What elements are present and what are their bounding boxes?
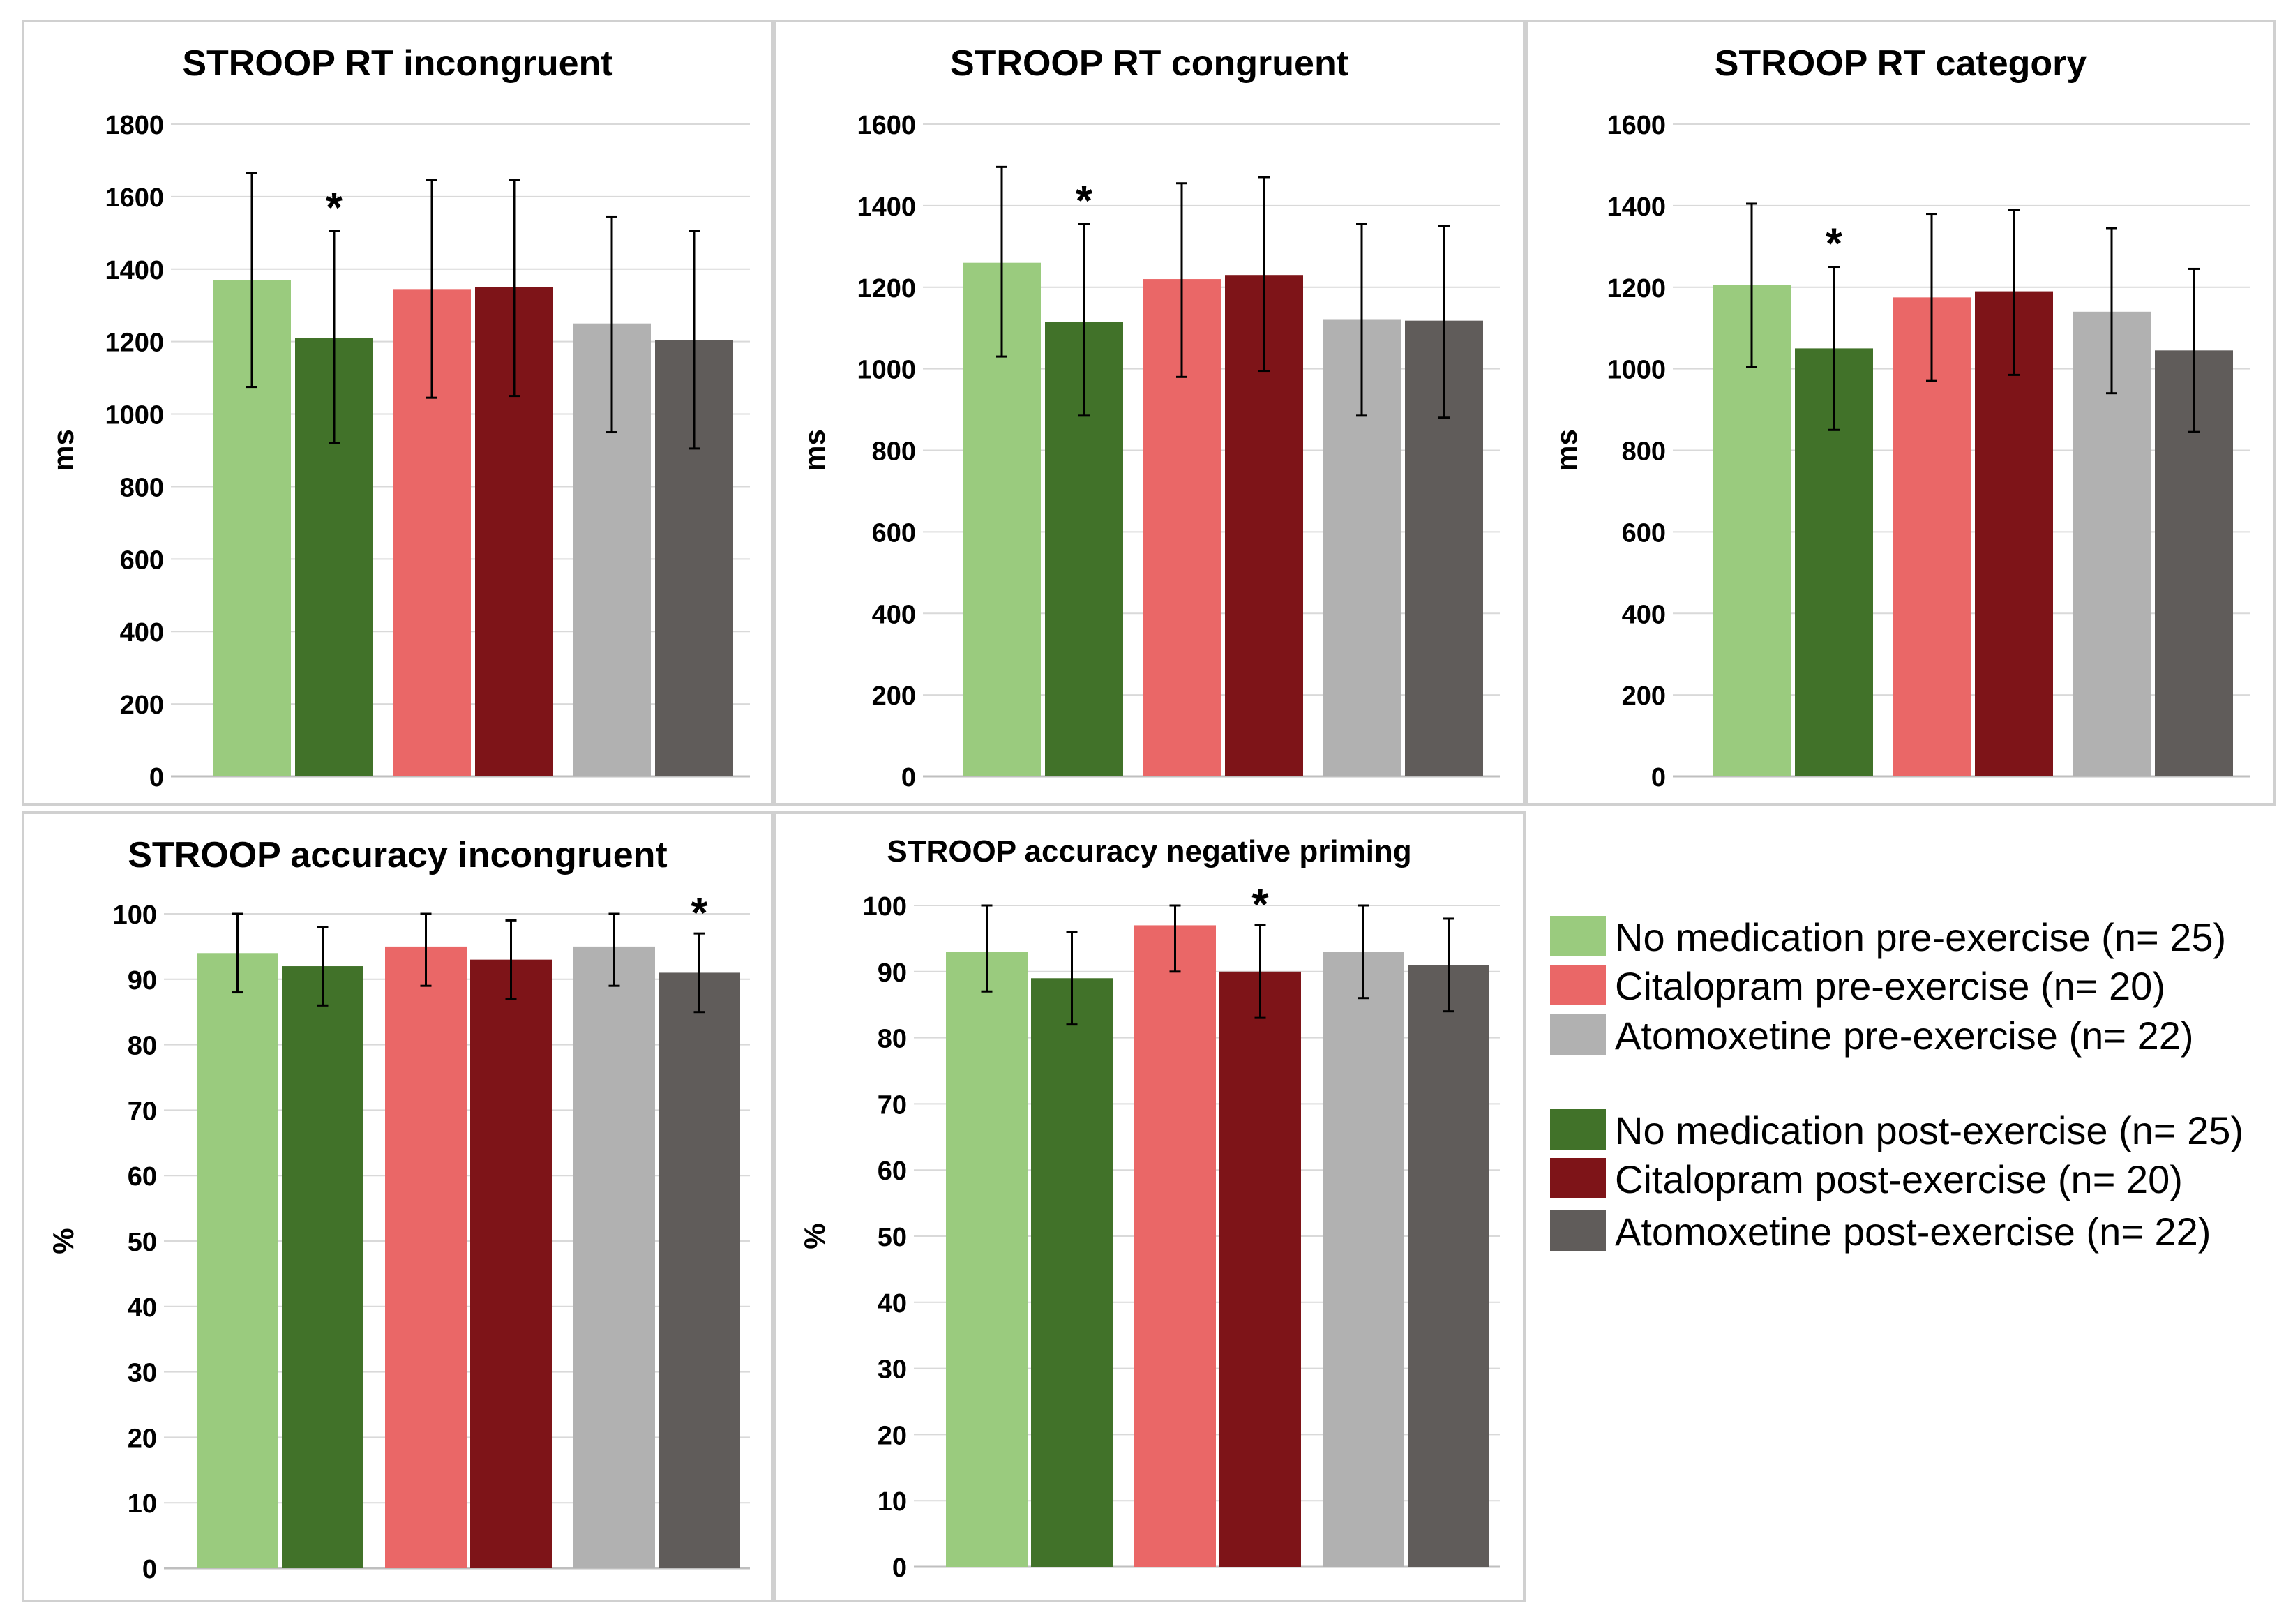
legend-swatch	[1550, 965, 1606, 1005]
y-tick-label: 50	[128, 1228, 157, 1257]
y-tick-label: 800	[872, 437, 916, 467]
bar	[659, 972, 740, 1568]
bar	[1031, 978, 1113, 1567]
y-axis-label: ms	[798, 429, 831, 472]
significance-marker: *	[1826, 220, 1843, 269]
y-tick-label: 1600	[105, 183, 164, 213]
chart-panel: STROOP accuracy incongruent 0 10 20 30 40 50 60…	[22, 811, 774, 1602]
y-axis-label: %	[798, 1223, 831, 1249]
y-tick-label: 600	[1622, 518, 1666, 548]
bar	[1134, 925, 1216, 1567]
legend-label: Citalopram pre-exercise (n= 20)	[1615, 964, 2165, 1008]
y-tick-label: 200	[872, 682, 916, 711]
chart-title: STROOP RT category	[1715, 43, 2087, 84]
y-tick-label: 100	[113, 901, 157, 930]
legend-swatch	[1550, 1109, 1606, 1150]
y-tick-label: 30	[878, 1355, 907, 1385]
chart-title: STROOP accuracy incongruent	[128, 835, 667, 875]
y-tick-label: 20	[878, 1421, 907, 1450]
y-tick-label: 70	[878, 1090, 907, 1120]
y-tick-label: 1600	[1607, 111, 1666, 140]
legend-swatch	[1550, 1210, 1606, 1251]
y-tick-label: 1400	[105, 256, 164, 285]
y-tick-label: 1600	[857, 111, 916, 140]
bar	[1323, 952, 1404, 1567]
legend-label: Atomoxetine post-exercise (n= 22)	[1615, 1210, 2211, 1254]
chart-panel: STROOP accuracy negative priming 0 10 20 30 4…	[773, 811, 1526, 1602]
legend-swatch	[1550, 1158, 1606, 1198]
significance-marker: *	[326, 184, 343, 232]
bar	[1219, 971, 1301, 1567]
legend-label: No medication pre-exercise (n= 25)	[1615, 915, 2226, 959]
bar	[1408, 965, 1489, 1567]
significance-marker: *	[1076, 177, 1093, 225]
bar	[946, 952, 1028, 1567]
y-axis-label: ms	[1550, 429, 1583, 472]
y-tick-label: 200	[1622, 682, 1666, 711]
y-tick-label: 40	[878, 1289, 907, 1318]
legend-label: No medication post-exercise (n= 25)	[1615, 1108, 2243, 1152]
significance-marker: *	[1251, 881, 1269, 929]
y-tick-label: 200	[120, 691, 164, 720]
y-tick-label: 600	[120, 546, 164, 575]
y-tick-label: 600	[872, 518, 916, 548]
legend: No medication pre-exercise (n= 25) Citalo…	[1550, 915, 2243, 1254]
y-tick-label: 0	[149, 763, 164, 792]
y-tick-label: 1000	[105, 401, 164, 430]
bar	[385, 946, 467, 1568]
y-tick-label: 0	[1651, 763, 1666, 792]
y-tick-label: 400	[120, 618, 164, 647]
y-tick-label: 70	[128, 1097, 157, 1126]
y-tick-label: 90	[128, 966, 157, 995]
chart-title: STROOP RT incongruent	[182, 43, 612, 84]
y-tick-label: 20	[128, 1424, 157, 1453]
chart-panel: STROOP RT incongruent 0 200 400 600 800 1000 12…	[22, 20, 774, 806]
y-tick-label: 400	[872, 600, 916, 629]
y-tick-label: 1000	[1607, 356, 1666, 385]
y-tick-label: 0	[892, 1554, 907, 1583]
y-tick-label: 1200	[857, 274, 916, 303]
bar	[470, 959, 552, 1568]
y-tick-label: 60	[878, 1157, 907, 1186]
significance-marker: *	[691, 889, 708, 938]
legend-swatch	[1550, 916, 1606, 956]
y-tick-label: 400	[1622, 600, 1666, 629]
y-tick-label: 800	[1622, 437, 1666, 467]
y-tick-label: 40	[128, 1293, 157, 1323]
y-axis-label: ms	[47, 429, 80, 472]
y-tick-label: 1000	[857, 356, 916, 385]
bar	[282, 966, 363, 1568]
chart-title: STROOP accuracy negative priming	[887, 834, 1411, 869]
bar	[573, 946, 655, 1568]
y-tick-label: 80	[128, 1032, 157, 1061]
chart-panel: STROOP RT congruent 0 200 400 600 800 1000 1200…	[773, 20, 1526, 806]
legend-label: Citalopram post-exercise (n= 20)	[1615, 1157, 2183, 1201]
y-tick-label: 1200	[1607, 274, 1666, 303]
legend-swatch	[1550, 1014, 1606, 1055]
bar	[197, 953, 278, 1568]
y-tick-label: 1400	[1607, 193, 1666, 222]
y-tick-label: 800	[120, 473, 164, 502]
y-tick-label: 10	[128, 1489, 157, 1519]
y-tick-label: 100	[863, 892, 907, 922]
y-tick-label: 80	[878, 1025, 907, 1054]
legend-label: Atomoxetine pre-exercise (n= 22)	[1615, 1014, 2194, 1058]
y-tick-label: 60	[128, 1162, 157, 1191]
y-tick-label: 1800	[105, 111, 164, 140]
y-tick-label: 30	[128, 1359, 157, 1388]
y-tick-label: 1400	[857, 193, 916, 222]
y-axis-label: %	[47, 1228, 80, 1254]
y-tick-label: 10	[878, 1487, 907, 1517]
y-tick-label: 0	[142, 1555, 157, 1584]
chart-title: STROOP RT congruent	[950, 43, 1348, 84]
chart-panels: STROOP RT incongruent0200400600800100012…	[22, 20, 2276, 1602]
y-tick-label: 50	[878, 1223, 907, 1252]
y-tick-label: 0	[901, 763, 916, 792]
chart-panel: STROOP RT category 0 200 400 600 800 1000 1200 1…	[1525, 20, 2276, 806]
y-tick-label: 1200	[105, 329, 164, 358]
y-tick-label: 90	[878, 958, 907, 988]
